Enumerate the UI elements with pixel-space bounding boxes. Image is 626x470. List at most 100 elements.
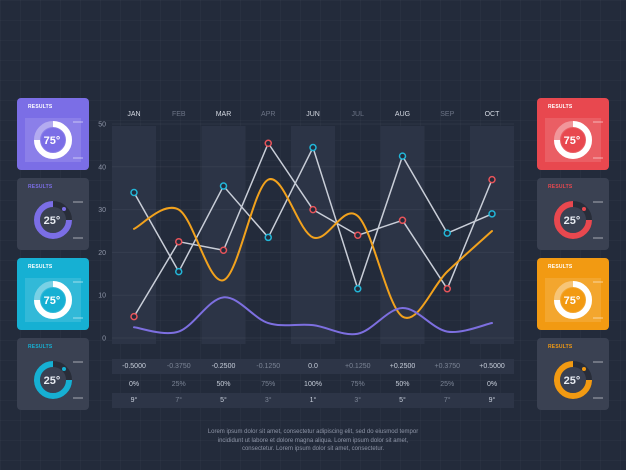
gauge-ring: 25° xyxy=(34,201,83,239)
card-title: RESULTS xyxy=(28,344,53,350)
data-point xyxy=(264,233,272,242)
gauge-value: 75° xyxy=(564,135,581,147)
results-card: 75° RESULTS xyxy=(17,258,89,330)
gauge-value: 25° xyxy=(564,375,581,387)
table-cell: +0.2500 xyxy=(389,363,416,370)
y-tick-label: 0 xyxy=(102,336,106,343)
y-tick-label: 50 xyxy=(98,122,106,129)
x-tick-label: AUG xyxy=(395,111,410,118)
footer-line: Lorem ipsum dolor sit amet, consectetur … xyxy=(207,429,419,435)
data-point xyxy=(175,267,183,276)
table-cell: 0% xyxy=(128,381,140,388)
table-cell: +0.5000 xyxy=(479,363,505,370)
data-point xyxy=(354,231,362,240)
table-cell: 0% xyxy=(486,381,498,388)
y-axis-tick-labels: 0 10 20 30 40 50 xyxy=(98,122,106,343)
data-point xyxy=(309,143,317,152)
series-markers xyxy=(130,139,496,321)
table-cell: 75% xyxy=(261,381,276,388)
table-cell: 25% xyxy=(171,381,186,388)
data-point xyxy=(488,175,496,184)
x-tick-label: SEP xyxy=(440,111,454,118)
table-cell: 9° xyxy=(488,397,496,404)
gauge-ring: 25° xyxy=(554,201,603,239)
gauge-value: 25° xyxy=(44,375,61,387)
x-tick-label: MAR xyxy=(216,111,232,118)
table-cell: 100% xyxy=(304,381,322,388)
table-cell: 0.0 xyxy=(308,363,318,370)
gauge-value: 75° xyxy=(564,295,581,307)
table-cell: 50% xyxy=(395,381,410,388)
footer-text: Lorem ipsum dolor sit amet, consectetur … xyxy=(188,428,438,454)
table-cell: +0.3750 xyxy=(434,363,461,370)
data-point xyxy=(219,182,228,190)
x-tick-label: FEB xyxy=(172,111,186,118)
column-bands xyxy=(112,126,514,344)
table-cell: 7° xyxy=(175,397,183,404)
data-point xyxy=(443,285,451,293)
gauge-value: 75° xyxy=(44,135,61,147)
column-band xyxy=(112,126,156,344)
x-axis-tick-labels: JAN FEB MAR APR JUN JUL AUG SEP OCT xyxy=(127,111,500,118)
x-tick-label: JUL xyxy=(352,111,365,118)
table-row-band xyxy=(112,393,514,408)
gauge-value: 75° xyxy=(44,295,61,307)
data-point xyxy=(354,285,362,293)
data-point xyxy=(264,139,272,148)
results-card: 25° RESULTS xyxy=(537,338,609,410)
table-cell: 9° xyxy=(130,397,138,404)
results-card: 25° RESULTS xyxy=(17,178,89,250)
column-band xyxy=(291,126,335,344)
data-point xyxy=(488,210,496,218)
x-tick-label: JAN xyxy=(127,111,140,118)
table-cell: 3° xyxy=(264,397,272,404)
card-title: RESULTS xyxy=(28,264,53,270)
column-band xyxy=(201,126,246,344)
card-title: RESULTS xyxy=(548,184,573,190)
table-cell: 75% xyxy=(350,381,365,388)
gauge-ring: 75° xyxy=(545,278,603,322)
card-title: RESULTS xyxy=(548,264,573,270)
x-tick-label: OCT xyxy=(485,111,501,118)
table-cell: 50% xyxy=(216,381,231,388)
results-card: 75° RESULTS xyxy=(537,98,609,170)
data-point xyxy=(130,312,138,321)
card-title: RESULTS xyxy=(28,104,53,110)
footer-line: consectetur. Lorem ipsum dolor sit amet,… xyxy=(241,446,385,452)
table-cell: -0.5000 xyxy=(122,363,146,370)
y-tick-label: 40 xyxy=(98,164,106,171)
footer-line: incididunt ut labore et dolore magna ali… xyxy=(217,437,409,444)
table-cell: 7° xyxy=(443,397,451,404)
data-point xyxy=(130,188,138,197)
y-tick-label: 30 xyxy=(98,207,106,214)
data-point xyxy=(398,152,407,160)
table-cell: 5° xyxy=(399,397,406,404)
card-title: RESULTS xyxy=(548,344,573,350)
results-card: 25° RESULTS xyxy=(17,338,89,410)
table-cell: 1° xyxy=(309,397,317,404)
results-card: 75° RESULTS xyxy=(537,258,609,330)
data-point xyxy=(398,216,407,225)
table-cell: +0.1250 xyxy=(345,363,371,370)
y-tick-label: 20 xyxy=(98,250,106,257)
gauge-ring: 75° xyxy=(545,118,603,162)
table-cell: -0.1250 xyxy=(256,363,281,370)
gauge-value: 25° xyxy=(564,215,581,227)
y-tick-label: 10 xyxy=(98,293,106,300)
results-card: 75° RESULTS xyxy=(17,98,89,170)
x-tick-label: JUN xyxy=(306,111,320,118)
table-cell: 3° xyxy=(354,397,362,404)
card-title: RESULTS xyxy=(28,184,53,190)
gauge-ring: 75° xyxy=(25,278,83,322)
data-point xyxy=(219,246,228,255)
data-point xyxy=(175,237,183,246)
table-cell: -0.2500 xyxy=(211,363,236,370)
table-cell: -0.3750 xyxy=(166,363,191,370)
data-point xyxy=(443,229,451,237)
card-title: RESULTS xyxy=(548,104,573,110)
column-band xyxy=(470,126,514,344)
table-row-band xyxy=(112,359,514,374)
table-cell: 5° xyxy=(220,397,227,404)
series-line xyxy=(133,178,493,319)
